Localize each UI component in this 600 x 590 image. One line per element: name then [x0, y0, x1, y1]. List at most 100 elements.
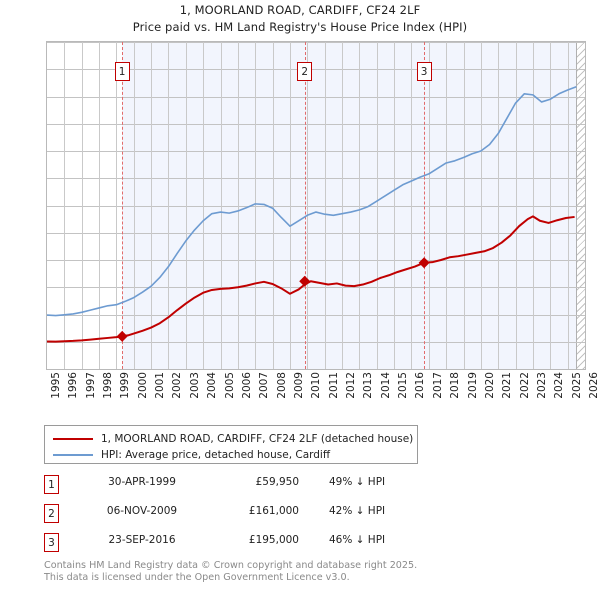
gridline-vertical — [567, 42, 569, 369]
gridline-vertical — [237, 42, 239, 369]
gridline-horizontal — [47, 69, 585, 71]
x-tick-label: 2008 — [275, 372, 288, 399]
page-subtitle: Price paid vs. HM Land Registry's House … — [132, 20, 468, 34]
legend-swatch-price-paid — [53, 438, 93, 440]
x-tick-label: 1999 — [119, 372, 132, 399]
x-tick-label: 2004 — [206, 372, 219, 399]
x-tick-label: 2021 — [501, 372, 514, 399]
row-date: 30-APR-1999 — [108, 476, 176, 488]
gridline-vertical — [220, 42, 222, 369]
x-tick-label: 2016 — [414, 372, 427, 399]
row-date: 06-NOV-2009 — [106, 505, 178, 517]
gridline-vertical — [446, 42, 448, 369]
chart-plot-area[interactable] — [46, 41, 586, 370]
table-row[interactable]: 3 23-SEP-2016 £195,000 46% ↓ HPI — [44, 530, 464, 559]
legend-entry-price-paid: 1, MOORLAND ROAD, CARDIFF, CF24 2LF (det… — [53, 431, 413, 447]
x-tick-label: 2006 — [240, 372, 253, 399]
x-tick-label: 2014 — [379, 372, 392, 399]
x-tick-label: 1996 — [67, 372, 80, 399]
gridline-vertical — [324, 42, 326, 369]
gridline-vertical — [411, 42, 413, 369]
gridline-horizontal — [47, 123, 585, 125]
x-tick-label: 2015 — [397, 372, 410, 399]
x-tick-label: 1997 — [84, 372, 97, 399]
row-price: £195,000 — [248, 534, 299, 546]
x-axis: 1995 1996 1997 1998 1999 2000 2001 2002 2003 2004… — [46, 372, 600, 418]
gridline-horizontal — [47, 314, 585, 316]
gridline-vertical — [532, 42, 534, 369]
gridline-vertical — [203, 42, 205, 369]
event-point-marker-3[interactable] — [418, 257, 430, 269]
x-tick-label: 2012 — [345, 372, 358, 399]
page-title: 1, MOORLAND ROAD, CARDIFF, CF24 2LF — [179, 3, 421, 17]
gridline-vertical — [81, 42, 83, 369]
event-line-2 — [304, 42, 306, 369]
gridline-vertical — [289, 42, 291, 369]
event-badge-3[interactable]: 3 — [416, 62, 432, 81]
x-tick-label: 2007 — [258, 372, 271, 399]
gridline-vertical — [515, 42, 517, 369]
gridline-vertical — [168, 42, 170, 369]
legend-label-price-paid: 1, MOORLAND ROAD, CARDIFF, CF24 2LF (det… — [101, 433, 414, 445]
gridline-vertical — [133, 42, 135, 369]
chart-legend: 1, MOORLAND ROAD, CARDIFF, CF24 2LF (det… — [44, 425, 418, 464]
gridline-vertical — [307, 42, 309, 369]
gridline-horizontal — [47, 42, 585, 43]
gridline-vertical — [498, 42, 500, 369]
gridline-horizontal — [47, 232, 585, 234]
gridline-vertical — [151, 42, 153, 369]
x-tick-label: 2020 — [483, 372, 496, 399]
gridline-vertical — [185, 42, 187, 369]
gridline-horizontal — [47, 151, 585, 152]
gridline-vertical — [255, 42, 257, 369]
gridline-vertical — [428, 42, 430, 369]
gridline-vertical — [99, 42, 101, 369]
gridline-horizontal — [47, 341, 585, 343]
gridline-horizontal — [47, 205, 585, 207]
event-badge-2[interactable]: 2 — [297, 62, 313, 81]
legend-entry-hpi: HPI: Average price, detached house, Card… — [53, 447, 330, 463]
x-tick-label: 2023 — [535, 372, 548, 399]
gridline-horizontal — [47, 260, 585, 261]
x-tick-label: 2009 — [292, 372, 305, 399]
series-line-hpi — [47, 85, 577, 317]
event-point-marker-2[interactable] — [299, 275, 311, 287]
x-tick-label: 2003 — [188, 372, 201, 399]
gridline-vertical — [463, 42, 465, 369]
gridline-vertical — [359, 42, 361, 369]
series-line-price-paid — [47, 215, 575, 343]
table-row[interactable]: 1 30-APR-1999 £59,950 49% ↓ HPI — [44, 472, 464, 501]
footer-attribution: Contains HM Land Registry data © Crown c… — [44, 560, 564, 583]
row-price: £161,000 — [248, 505, 299, 517]
row-index-badge: 2 — [44, 504, 59, 523]
x-tick-label: 2026 — [588, 372, 600, 399]
event-badge-1[interactable]: 1 — [114, 62, 130, 81]
row-hpi-delta: 49% ↓ HPI — [329, 476, 386, 488]
legend-swatch-hpi — [53, 454, 93, 456]
legend-label-hpi: HPI: Average price, detached house, Card… — [101, 449, 331, 461]
gridline-vertical — [64, 42, 66, 369]
x-tick-label: 2018 — [449, 372, 462, 399]
gridline-vertical — [480, 42, 482, 369]
x-tick-label: 1995 — [50, 372, 62, 399]
x-tick-label: 2011 — [327, 372, 340, 399]
gridline-vertical — [376, 42, 378, 369]
gridline-vertical — [550, 42, 552, 369]
row-index-badge: 1 — [44, 475, 59, 494]
table-row[interactable]: 2 06-NOV-2009 £161,000 42% ↓ HPI — [44, 501, 464, 530]
x-tick-label: 2013 — [362, 372, 375, 399]
gridline-vertical — [342, 42, 344, 369]
event-line-1 — [122, 42, 124, 369]
x-tick-label: 1998 — [102, 372, 115, 399]
x-tick-label: 2010 — [310, 372, 323, 399]
chart-series-svg — [47, 85, 577, 343]
footer-line-2: This data is licensed under the Open Gov… — [44, 571, 350, 583]
x-tick-label: 2024 — [553, 372, 566, 399]
event-point-marker-1[interactable] — [116, 330, 128, 342]
transactions-table: 1 30-APR-1999 £59,950 49% ↓ HPI 2 06-NOV… — [44, 472, 464, 559]
x-tick-label: 2001 — [154, 372, 167, 399]
x-tick-label: 2022 — [518, 372, 531, 399]
gridline-horizontal — [47, 178, 585, 180]
event-line-3 — [424, 42, 426, 369]
row-price: £59,950 — [255, 476, 299, 488]
